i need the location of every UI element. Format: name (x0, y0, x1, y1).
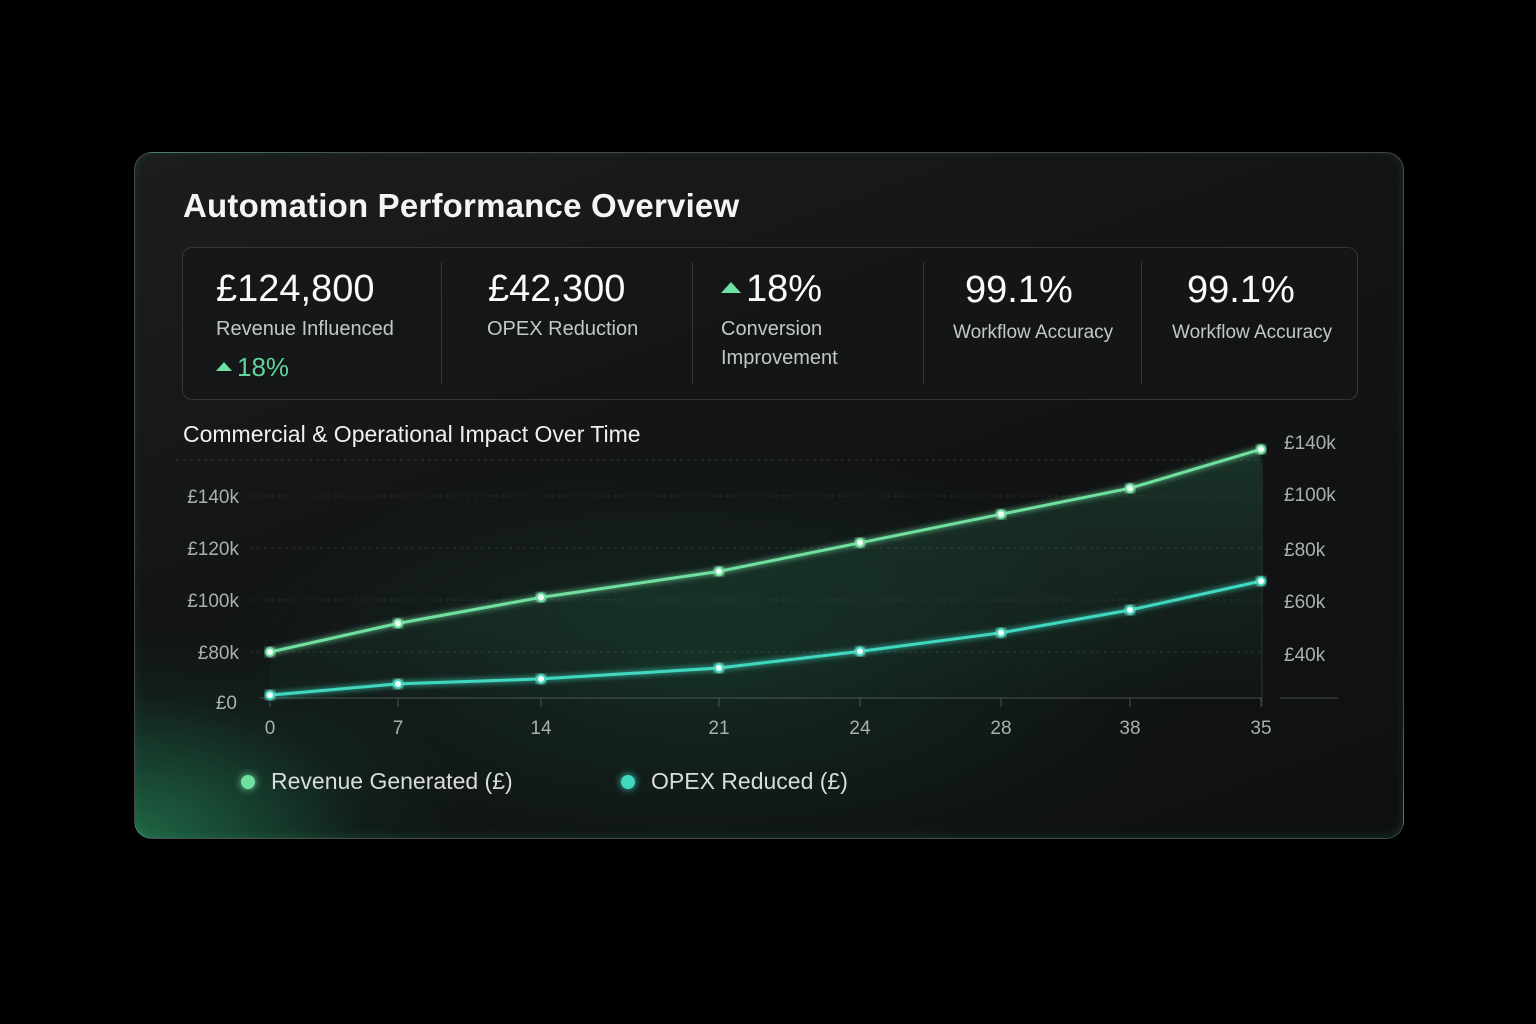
kpi-revenue-influenced: £124,800 Revenue Influenced 18% (183, 248, 441, 399)
opex-series-line (269, 579, 1262, 697)
revenue-area (270, 449, 1261, 698)
opex-data-point[interactable] (855, 646, 865, 657)
divider (1141, 262, 1142, 384)
left-axis-tick-label: £140k (187, 487, 239, 508)
x-axis-tick-label: 7 (393, 718, 404, 739)
x-axis-tick-label: 14 (530, 718, 552, 739)
kpi-value: 18% (721, 268, 822, 311)
kpi-delta-value: 18% (237, 352, 290, 382)
x-axis-tick-label: 38 (1119, 718, 1140, 739)
arrow-up-icon (721, 282, 741, 294)
arrow-up-icon (216, 361, 232, 371)
left-axis-tick-label: £80k (198, 643, 240, 664)
kpi-label: Improvement (721, 347, 838, 369)
revenue-series-line (269, 447, 1262, 654)
kpi-label: Workflow Accuracy (953, 322, 1114, 343)
kpi-label: Workflow Accuracy (1172, 322, 1333, 343)
kpi-label: OPEX Reduction (487, 318, 639, 340)
kpi-value-text: 18% (746, 268, 823, 310)
kpi-label: Revenue Influenced (216, 318, 394, 340)
legend-dot-icon (621, 774, 635, 789)
revenue-data-point[interactable] (996, 509, 1006, 520)
kpi-value: £42,300 (488, 268, 626, 310)
x-axis-tick-label: 21 (708, 718, 729, 739)
right-axis-tick-label: £100k (1284, 485, 1336, 506)
kpi-value: 99.1% (965, 269, 1073, 311)
left-axis-tick-label: £100k (187, 591, 239, 612)
left-axis-zero-label: £0 (216, 693, 237, 714)
kpi-strip: £124,800 Revenue Influenced 18% £42,300 … (182, 247, 1358, 400)
divider (923, 262, 924, 384)
legend-label: Revenue Generated (£) (271, 768, 513, 794)
opex-data-point[interactable] (1125, 605, 1135, 616)
revenue-data-point[interactable] (536, 592, 546, 603)
x-axis-tick-label: 28 (990, 718, 1011, 739)
divider (441, 262, 442, 384)
legend-item-opex[interactable]: OPEX Reduced (£) (621, 768, 848, 795)
kpi-delta: 18% (216, 352, 289, 383)
x-axis-tick-label: 24 (849, 718, 871, 739)
opex-data-point[interactable] (265, 690, 275, 701)
opex-data-point[interactable] (536, 673, 546, 684)
x-axis-tick-label: 0 (265, 718, 276, 739)
opex-data-point[interactable] (1256, 576, 1266, 587)
opex-data-point[interactable] (996, 627, 1006, 638)
revenue-data-point[interactable] (1125, 483, 1135, 494)
kpi-opex-reduction: £42,300 OPEX Reduction (442, 248, 692, 399)
chart-title: Commercial & Operational Impact Over Tim… (183, 421, 641, 447)
kpi-value: 99.1% (1187, 269, 1295, 311)
legend-item-revenue[interactable]: Revenue Generated (£) (241, 768, 513, 795)
x-axis-tick-label: 35 (1250, 718, 1271, 739)
revenue-data-point[interactable] (855, 537, 865, 548)
opex-data-point[interactable] (393, 678, 403, 689)
kpi-conversion-improvement: 18% Conversion Improvement (693, 248, 923, 399)
right-axis-tick-label: £60k (1284, 592, 1326, 613)
kpi-workflow-accuracy: 99.1% Workflow Accuracy (924, 248, 1141, 399)
kpi-workflow-accuracy-2: 99.1% Workflow Accuracy (1142, 248, 1357, 399)
legend-label: OPEX Reduced (£) (651, 768, 848, 794)
revenue-data-point[interactable] (1256, 444, 1266, 455)
right-axis-tick-label: £80k (1284, 540, 1326, 561)
revenue-data-point[interactable] (714, 566, 724, 577)
right-axis-tick-label: £40k (1284, 645, 1326, 666)
revenue-data-point[interactable] (265, 647, 275, 657)
kpi-value: £124,800 (216, 268, 375, 310)
legend-dot-icon (241, 774, 255, 789)
right-axis-tick-label: £140k (1284, 433, 1336, 454)
page-title: Automation Performance Overview (183, 187, 740, 224)
opex-data-point[interactable] (714, 663, 724, 674)
divider (692, 262, 693, 384)
left-axis-tick-label: £120k (187, 539, 239, 560)
revenue-data-point[interactable] (393, 618, 403, 629)
kpi-label: Conversion (721, 318, 823, 340)
